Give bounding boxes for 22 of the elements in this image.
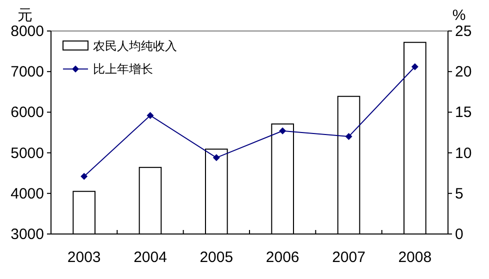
y-tick-label: 6000 bbox=[10, 104, 44, 122]
y-tick-label: 7000 bbox=[10, 64, 44, 81]
x-tick-label: 2008 bbox=[398, 249, 432, 266]
x-tick-label: 2005 bbox=[200, 249, 234, 266]
x-tick-label: 2003 bbox=[67, 249, 101, 266]
y-axis-title: 元 bbox=[18, 7, 32, 24]
x-tick-label: 2006 bbox=[266, 249, 300, 266]
y-tick-label: 4000 bbox=[10, 185, 44, 202]
y-tick-label: 3000 bbox=[10, 226, 44, 243]
y2-tick-label: 20 bbox=[455, 64, 472, 81]
legend-label: 农民人均纯收入 bbox=[93, 39, 177, 53]
y2-tick-label: 0 bbox=[455, 226, 464, 243]
x-tick-label: 2007 bbox=[332, 249, 366, 266]
y2-axis-title: % bbox=[452, 7, 466, 24]
y2-tick-label: 10 bbox=[455, 144, 472, 162]
y-tick-label: 5000 bbox=[10, 144, 44, 162]
y-tick-label: 8000 bbox=[10, 23, 44, 40]
x-tick-label: 2004 bbox=[134, 249, 167, 266]
y2-tick-label: 15 bbox=[455, 104, 472, 122]
y2-tick-label: 5 bbox=[455, 185, 464, 202]
legend-label: 比上年增长 bbox=[93, 62, 153, 76]
y2-tick-label: 25 bbox=[455, 23, 472, 40]
